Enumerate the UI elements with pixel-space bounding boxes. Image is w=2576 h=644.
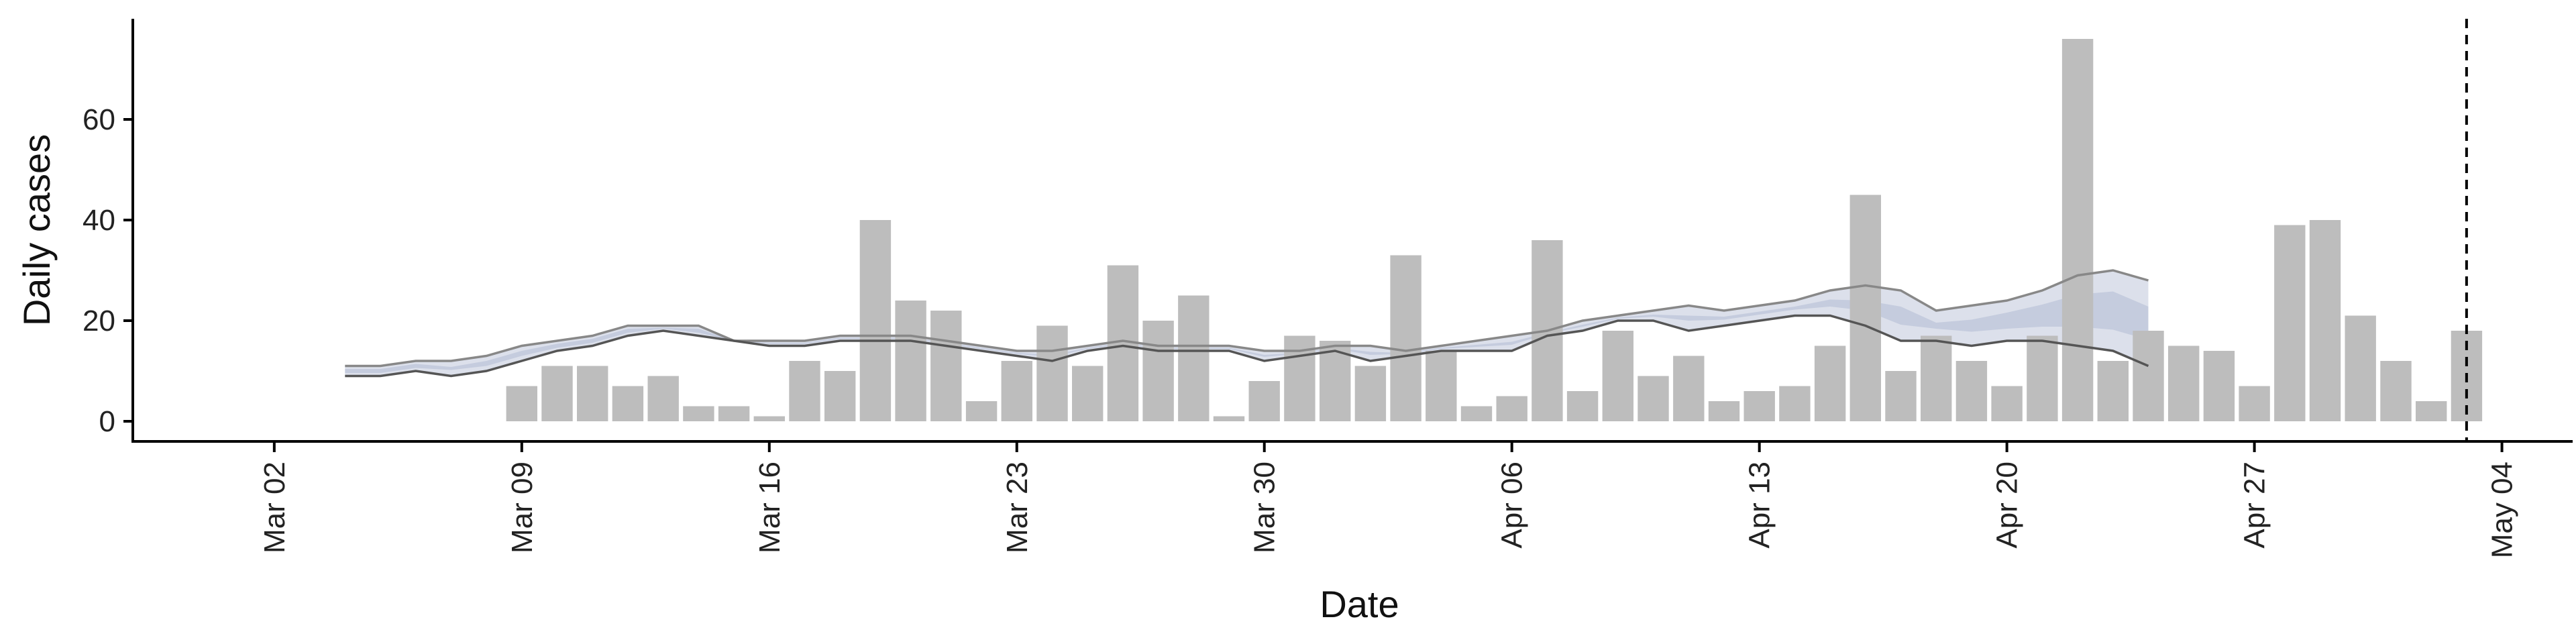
bar [1708, 401, 1740, 421]
bar [859, 220, 892, 421]
x-tick-label: Mar 23 [1001, 462, 1034, 553]
bar [1496, 396, 1527, 421]
bar [1460, 406, 1493, 421]
bar [1885, 371, 1917, 421]
x-tick-label: Mar 30 [1248, 462, 1281, 553]
y-tick-label: 20 [83, 305, 115, 337]
bar [1072, 366, 1104, 421]
bar [1638, 376, 1669, 421]
bar [1849, 195, 1881, 421]
bar [2097, 361, 2129, 421]
y-tick-label: 0 [99, 405, 115, 438]
bar [2203, 351, 2235, 421]
bar [1178, 295, 1210, 421]
bar [930, 311, 962, 421]
bar [1390, 255, 1421, 421]
bar-layer [506, 39, 2483, 421]
bar [2274, 225, 2306, 421]
bar [1248, 381, 1280, 421]
bar [577, 366, 608, 421]
bar [1213, 416, 1245, 421]
y-axis-title: Daily cases [15, 134, 58, 326]
x-ticks: Mar 02 Mar 09 Mar 16 Mar 23 Mar 30 Apr 06 Apr … [258, 441, 2519, 558]
bar [647, 376, 679, 421]
bar [2416, 401, 2447, 421]
bar [824, 371, 856, 421]
bar [1991, 386, 2023, 421]
axis-layer [131, 19, 2573, 443]
bar [1566, 391, 1599, 421]
bar [2061, 39, 2094, 421]
bar [965, 401, 998, 421]
bar [2239, 386, 2270, 421]
y-tick-label: 60 [83, 103, 115, 136]
bar [2345, 315, 2376, 421]
x-tick-label: Mar 09 [506, 462, 539, 553]
bar [506, 386, 537, 421]
bar [1001, 361, 1032, 421]
bar [2380, 361, 2412, 421]
bar [2168, 345, 2200, 421]
bar [1602, 331, 1633, 421]
line-layer [345, 269, 2149, 378]
bar [612, 386, 644, 421]
bar [1814, 345, 1846, 421]
bar [2309, 220, 2341, 421]
bar [1673, 356, 1705, 421]
bar [1779, 386, 1811, 421]
x-tick-label: Apr 20 [1991, 462, 2024, 549]
bar [1426, 351, 1457, 421]
bar [718, 406, 750, 421]
bar [1743, 391, 1775, 421]
x-tick-label: May 04 [2486, 462, 2519, 558]
bar [2133, 331, 2164, 421]
bar [789, 361, 820, 421]
bar [1955, 361, 1988, 421]
bar [541, 366, 573, 421]
bar [2027, 335, 2058, 421]
series-line-1 [345, 269, 2149, 368]
bar [1354, 366, 1387, 421]
bar [1036, 325, 1068, 421]
y-ticks: 0 20 40 60 [83, 103, 133, 438]
x-tick-label: Apr 06 [1496, 462, 1529, 549]
x-tick-label: Mar 16 [753, 462, 786, 553]
bar [683, 406, 714, 421]
x-tick-label: Apr 27 [2239, 462, 2271, 549]
bar [753, 416, 785, 421]
bar [1921, 335, 1952, 421]
bar [1142, 321, 1174, 421]
x-tick-label: Apr 13 [1743, 462, 1776, 549]
uncertainty-ribbon-2 [345, 291, 2149, 373]
y-tick-label: 40 [83, 204, 115, 237]
series-line-2 [345, 314, 2149, 378]
x-axis-title: Date [1320, 583, 1399, 625]
x-tick-label: Mar 02 [258, 462, 291, 553]
bar [895, 301, 926, 421]
